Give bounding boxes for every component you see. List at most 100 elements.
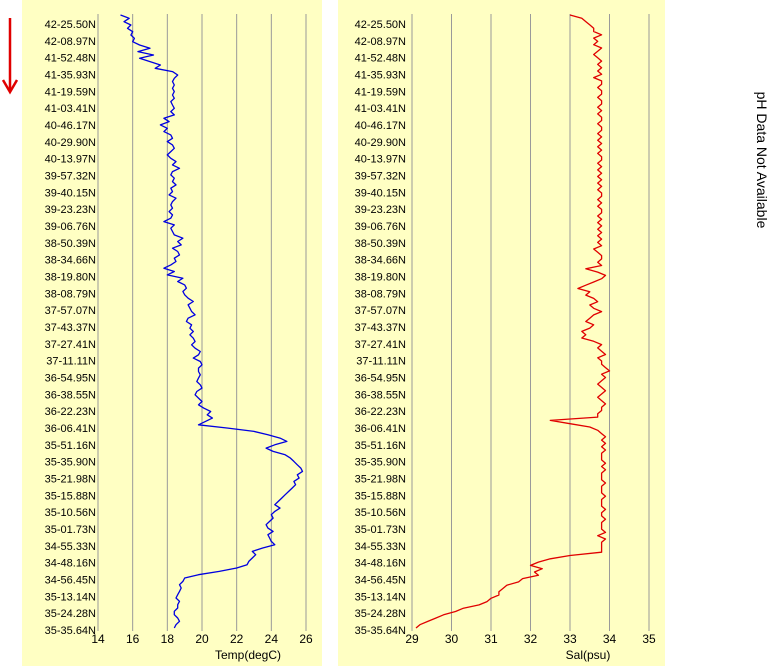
temperature-latitude-tick-label: 40-29.90N [45,137,96,149]
salinity-latitude-tick-label: 38-19.80N [355,272,406,284]
temperature-latitude-tick-label: 38-19.80N [45,272,96,284]
temperature-latitude-tick-label: 37-43.37N [45,322,96,334]
temperature-x-tick-label: 26 [299,632,313,646]
salinity-latitude-tick-label: 38-34.66N [355,255,406,267]
salinity-panel: 42-25.50N 42-08.97N 41-52.48N 41-35.93N 41-1… [338,0,665,666]
salinity-panel-background [338,0,665,666]
salinity-x-tick-label: 30 [445,632,459,646]
temperature-latitude-tick-label: 34-55.33N [45,541,96,553]
temperature-latitude-tick-label: 37-57.07N [45,305,96,317]
temperature-latitude-tick-label: 35-01.73N [45,524,96,536]
temperature-latitude-tick-label: 37-27.41N [45,339,96,351]
salinity-latitude-tick-label: 35-35.64N [355,625,406,637]
salinity-latitude-tick-label: 41-03.41N [355,103,406,115]
temperature-latitude-tick-label: 41-35.93N [45,70,96,82]
salinity-latitude-tick-label: 35-13.14N [355,591,406,603]
salinity-latitude-tick-label: 38-08.79N [355,288,406,300]
temperature-latitude-tick-label: 35-35.90N [45,457,96,469]
salinity-latitude-tick-label: 40-29.90N [355,137,406,149]
temperature-latitude-labels: 42-25.50N 42-08.97N 41-52.48N 41-35.93N 41-1… [45,19,96,637]
temperature-series-line [120,14,304,629]
temperature-latitude-tick-label: 39-23.23N [45,204,96,216]
temperature-latitude-tick-label: 34-48.16N [45,558,96,570]
salinity-latitude-tick-label: 35-10.56N [355,507,406,519]
salinity-latitude-tick-label: 37-43.37N [355,322,406,334]
salinity-x-tick-labels: 29 30 31 32 33 34 35 [405,632,656,646]
temperature-latitude-tick-label: 35-15.88N [45,490,96,502]
ph-unavailable-note: pH Data Not Available [754,92,770,229]
temperature-latitude-tick-label: 35-35.64N [45,625,96,637]
temperature-latitude-tick-label: 40-13.97N [45,154,96,166]
temperature-latitude-tick-label: 36-38.55N [45,389,96,401]
salinity-x-tick-label: 32 [524,632,538,646]
salinity-latitude-tick-label: 39-23.23N [355,204,406,216]
salinity-latitude-tick-label: 40-46.17N [355,120,406,132]
salinity-latitude-tick-label: 41-35.93N [355,70,406,82]
down-arrow-head [1,79,19,95]
salinity-latitude-tick-label: 35-51.16N [355,440,406,452]
temperature-latitude-tick-label: 41-19.59N [45,86,96,98]
temperature-latitude-tick-label: 40-46.17N [45,120,96,132]
temperature-latitude-tick-label: 36-22.23N [45,406,96,418]
direction-arrow [1,18,19,95]
temperature-latitude-tick-label: 36-06.41N [45,423,96,435]
temperature-latitude-tick-label: 37-11.11N [46,356,96,368]
salinity-latitude-tick-label: 35-35.90N [355,457,406,469]
salinity-latitude-tick-label: 41-19.59N [355,86,406,98]
salinity-latitude-tick-label: 34-55.33N [355,541,406,553]
temperature-x-tick-labels: 14 16 18 20 22 24 26 [91,632,313,646]
temperature-latitude-tick-label: 39-40.15N [45,187,96,199]
salinity-x-tick-label: 33 [563,632,577,646]
temperature-latitude-tick-label: 34-56.45N [45,575,96,587]
temperature-latitude-tick-label: 41-52.48N [45,53,96,65]
salinity-latitude-tick-label: 35-21.98N [355,474,406,486]
temperature-latitude-tick-label: 39-06.76N [45,221,96,233]
salinity-latitude-tick-label: 42-08.97N [355,36,406,48]
temperature-x-tick-label: 24 [265,632,279,646]
salinity-latitude-tick-label: 36-38.55N [355,389,406,401]
temperature-latitude-tick-label: 35-10.56N [45,507,96,519]
temperature-x-tick-label: 16 [126,632,140,646]
temperature-latitude-tick-label: 42-08.97N [45,36,96,48]
salinity-grid [411,14,650,631]
salinity-latitude-tick-label: 35-01.73N [355,524,406,536]
salinity-latitude-tick-label: 37-27.41N [355,339,406,351]
salinity-latitude-tick-label: 35-24.28N [355,608,406,620]
salinity-x-tick-label: 35 [642,632,656,646]
temperature-latitude-tick-label: 35-13.14N [45,591,96,603]
salinity-latitude-tick-label: 37-11.11N [356,356,406,368]
salinity-latitude-tick-label: 41-52.48N [355,53,406,65]
salinity-x-tick-label: 31 [484,632,498,646]
salinity-latitude-tick-label: 35-15.88N [355,490,406,502]
temperature-latitude-tick-label: 35-51.16N [45,440,96,452]
temperature-latitude-tick-label: 38-50.39N [45,238,96,250]
temperature-latitude-tick-label: 41-03.41N [45,103,96,115]
salinity-latitude-tick-label: 39-57.32N [355,171,406,183]
salinity-x-axis-title: Sal(psu) [566,648,611,662]
salinity-latitude-tick-label: 36-06.41N [355,423,406,435]
salinity-latitude-tick-label: 38-50.39N [355,238,406,250]
salinity-latitude-tick-label: 39-40.15N [355,187,406,199]
salinity-latitude-tick-label: 40-13.97N [355,154,406,166]
temperature-latitude-tick-label: 38-34.66N [45,255,96,267]
temperature-grid [97,14,307,631]
temperature-panel: 42-25.50N 42-08.97N 41-52.48N 41-35.93N 41-1… [22,0,322,666]
temperature-latitude-tick-label: 38-08.79N [45,288,96,300]
salinity-x-tick-label: 34 [603,632,617,646]
salinity-latitude-tick-label: 34-48.16N [355,558,406,570]
temperature-x-tick-label: 14 [91,632,105,646]
salinity-x-tick-label: 29 [405,632,419,646]
salinity-latitude-tick-label: 36-22.23N [355,406,406,418]
salinity-latitude-tick-label: 42-25.50N [355,19,406,31]
temperature-latitude-tick-label: 35-21.98N [45,474,96,486]
salinity-latitude-tick-label: 36-54.95N [355,373,406,385]
temperature-x-tick-label: 18 [161,632,175,646]
temperature-latitude-tick-label: 35-24.28N [45,608,96,620]
salinity-latitude-tick-label: 34-56.45N [355,575,406,587]
salinity-latitude-tick-label: 37-57.07N [355,305,406,317]
temperature-x-axis-title: Temp(degC) [215,648,281,662]
temperature-latitude-tick-label: 39-57.32N [45,171,96,183]
salinity-latitude-labels: 42-25.50N 42-08.97N 41-52.48N 41-35.93N 41-1… [355,19,406,637]
temperature-latitude-tick-label: 36-54.95N [45,373,96,385]
